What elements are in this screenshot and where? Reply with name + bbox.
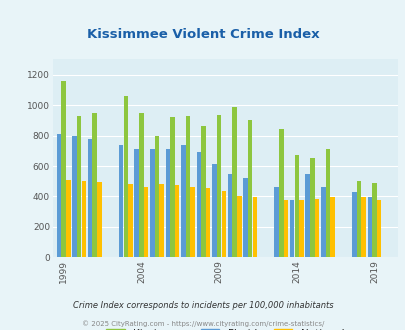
Bar <box>376 200 381 257</box>
Bar <box>134 148 139 257</box>
Bar <box>227 174 232 257</box>
Bar <box>371 183 376 257</box>
Bar <box>61 81 66 257</box>
Bar <box>66 180 70 257</box>
Bar <box>81 181 86 257</box>
Bar <box>305 174 309 257</box>
Bar <box>212 164 216 257</box>
Bar <box>72 136 77 257</box>
Bar <box>87 139 92 257</box>
Bar <box>92 113 97 257</box>
Bar <box>139 113 143 257</box>
Bar <box>356 181 360 257</box>
Bar <box>309 158 314 257</box>
Bar <box>143 186 148 257</box>
Bar <box>196 151 200 257</box>
Legend: Kissimmee, Florida, National: Kissimmee, Florida, National <box>106 329 343 330</box>
Bar <box>170 117 174 257</box>
Text: © 2025 CityRating.com - https://www.cityrating.com/crime-statistics/: © 2025 CityRating.com - https://www.city… <box>82 321 323 327</box>
Bar <box>325 149 329 257</box>
Bar <box>77 116 81 257</box>
Bar <box>216 115 221 257</box>
Bar <box>232 107 237 257</box>
Bar <box>165 148 170 257</box>
Text: Kissimmee Violent Crime Index: Kissimmee Violent Crime Index <box>87 28 318 41</box>
Bar <box>314 199 318 257</box>
Bar <box>119 145 123 257</box>
Bar <box>320 186 325 257</box>
Bar <box>278 129 283 257</box>
Bar <box>175 185 179 257</box>
Bar <box>247 119 252 257</box>
Bar <box>154 136 159 257</box>
Bar <box>201 126 205 257</box>
Bar <box>367 197 371 257</box>
Bar <box>123 96 128 257</box>
Bar <box>57 134 61 257</box>
Bar <box>298 200 303 257</box>
Bar <box>351 192 356 257</box>
Bar <box>190 186 194 257</box>
Bar <box>360 197 365 257</box>
Bar <box>128 184 132 257</box>
Bar <box>181 146 185 257</box>
Bar <box>185 116 190 257</box>
Bar <box>205 188 210 257</box>
Bar <box>221 191 226 257</box>
Bar <box>149 148 154 257</box>
Bar <box>294 155 298 257</box>
Bar <box>97 182 101 257</box>
Bar <box>252 197 256 257</box>
Bar <box>243 178 247 257</box>
Bar <box>159 184 164 257</box>
Bar <box>289 200 294 257</box>
Bar <box>237 196 241 257</box>
Text: Crime Index corresponds to incidents per 100,000 inhabitants: Crime Index corresponds to incidents per… <box>72 301 333 310</box>
Bar <box>283 200 288 257</box>
Bar <box>274 186 278 257</box>
Bar <box>330 197 334 257</box>
